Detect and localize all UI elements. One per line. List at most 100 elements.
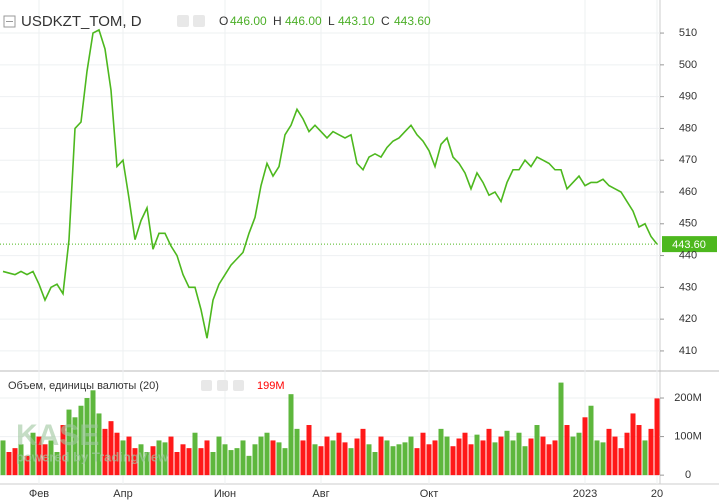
volume-bar: [468, 444, 474, 476]
volume-bar: [564, 425, 570, 476]
volume-bar: [522, 446, 528, 476]
settings-button[interactable]: [193, 15, 205, 27]
volume-bar: [240, 440, 246, 476]
volume-bar: [336, 432, 342, 476]
low-value: 443.10: [338, 14, 375, 28]
volume-bar: [402, 442, 408, 476]
volume-bar: [252, 444, 258, 476]
volume-bar: [528, 438, 534, 476]
volume-bar: [276, 442, 282, 476]
volume-bar: [414, 448, 420, 476]
volume-bar: [384, 440, 390, 476]
collapse-button[interactable]: [3, 15, 16, 28]
volume-bar: [126, 436, 132, 476]
volume-bar: [300, 440, 306, 476]
volume-bar: [492, 442, 498, 476]
volume-bar: [342, 442, 348, 476]
volume-bar: [330, 440, 336, 476]
volume-bar: [60, 425, 66, 476]
volume-bar: [48, 440, 54, 476]
volume-bar: [0, 440, 6, 476]
y-tick-label: 450: [679, 218, 697, 230]
volume-bar: [204, 440, 210, 476]
volume-bar: [282, 448, 288, 476]
x-tick-label: 2023: [573, 488, 597, 500]
volume-bar: [486, 428, 492, 476]
volume-bar: [396, 444, 402, 476]
volume-bar: [618, 448, 624, 476]
volume-bar: [156, 440, 162, 476]
volume-bar: [138, 444, 144, 476]
volume-bar: [150, 446, 156, 476]
y-tick-label: 490: [679, 91, 697, 103]
volume-bar: [480, 440, 486, 476]
x-tick-label: Июн: [214, 488, 236, 500]
volume-bar: [438, 428, 444, 476]
volume-bar: [456, 438, 462, 476]
volume-bar: [66, 409, 72, 476]
volume-bar: [6, 452, 12, 476]
volume-bar: [636, 425, 642, 476]
close-label: C: [381, 14, 390, 28]
y-tick-label: 480: [679, 122, 697, 134]
volume-bar: [612, 436, 618, 476]
low-label: L: [328, 14, 335, 28]
eye-button[interactable]: [177, 15, 189, 27]
volume-bar: [372, 452, 378, 476]
volume-bar: [36, 436, 42, 476]
last-price-label: 443.60: [672, 239, 706, 251]
volume-settings-button[interactable]: [217, 380, 228, 391]
volume-bar: [516, 432, 522, 476]
volume-bar: [108, 421, 114, 476]
y-tick-label: 460: [679, 186, 697, 198]
volume-bar: [540, 436, 546, 476]
y-tick-label: 510: [679, 27, 697, 39]
volume-bar: [426, 444, 432, 476]
x-tick-label: Окт: [420, 488, 439, 500]
volume-bar: [642, 440, 648, 476]
volume-bar: [84, 398, 90, 476]
volume-bar: [72, 417, 78, 476]
volume-bar: [120, 440, 126, 476]
volume-last-value: 199M: [257, 380, 285, 392]
open-value: 446.00: [230, 14, 267, 28]
volume-bar: [606, 428, 612, 476]
volume-bar: [546, 444, 552, 476]
volume-bar: [174, 452, 180, 476]
high-value: 446.00: [285, 14, 322, 28]
y-tick-label: 470: [679, 154, 697, 166]
volume-bar: [228, 450, 234, 476]
volume-bar: [96, 413, 102, 476]
volume-bar: [198, 448, 204, 476]
volume-bar: [630, 413, 636, 476]
volume-bar: [78, 405, 84, 476]
y-tick-label: 410: [679, 345, 697, 357]
y-tick-label: 440: [679, 249, 697, 261]
volume-bar: [132, 448, 138, 476]
volume-eye-button[interactable]: [201, 380, 212, 391]
y-tick-label: 500: [679, 59, 697, 71]
volume-bar: [318, 446, 324, 476]
volume-bar: [474, 434, 480, 476]
volume-bar: [462, 432, 468, 476]
x-tick-label: Авг: [312, 488, 329, 500]
volume-bar: [654, 398, 660, 476]
volume-bar: [258, 436, 264, 476]
volume-bar: [192, 432, 198, 476]
volume-bar: [588, 405, 594, 476]
symbol-title: USDKZT_TOM, D: [21, 13, 142, 30]
volume-close-button[interactable]: [233, 380, 244, 391]
volume-bar: [582, 417, 588, 476]
x-tick-label: Фев: [29, 488, 49, 500]
volume-bar: [432, 440, 438, 476]
volume-bar: [18, 444, 24, 476]
volume-bar: [420, 432, 426, 476]
y-tick-label: 200M: [674, 392, 702, 404]
y-tick-label: 100M: [674, 430, 702, 442]
volume-bar: [534, 425, 540, 476]
volume-bar: [510, 440, 516, 476]
volume-title: Объем, единицы валюты (20): [8, 380, 159, 392]
volume-bar: [366, 444, 372, 476]
